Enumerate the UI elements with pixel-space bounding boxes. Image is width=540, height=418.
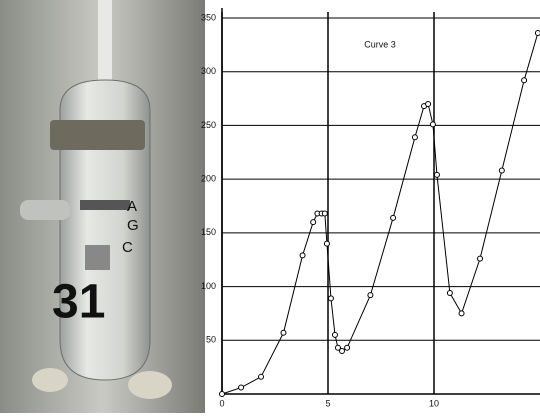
data-point xyxy=(498,167,505,174)
data-point xyxy=(534,30,540,37)
data-point xyxy=(280,329,287,336)
data-point xyxy=(367,292,374,299)
chart-title: Curve 3 xyxy=(364,39,396,49)
data-point xyxy=(344,344,351,351)
data-point xyxy=(331,331,338,338)
data-point xyxy=(338,348,345,355)
data-point xyxy=(321,210,328,217)
data-point xyxy=(521,77,528,84)
data-point xyxy=(219,391,225,397)
data-point xyxy=(446,290,453,297)
data-point xyxy=(258,373,265,380)
series-line xyxy=(221,32,539,395)
electrode-label: C xyxy=(122,239,133,256)
y-tick-label: 150 xyxy=(201,227,216,237)
y-tick-label: 200 xyxy=(201,174,216,184)
data-point xyxy=(327,295,334,302)
x-tick-label: 10 xyxy=(429,398,439,408)
data-point xyxy=(390,214,397,221)
photo: A G C 31 xyxy=(0,0,205,413)
x-tick-label: 5 xyxy=(325,398,330,408)
data-point xyxy=(458,310,465,317)
electrode-label: A xyxy=(127,198,137,215)
y-tick-label: 50 xyxy=(206,335,216,345)
data-point xyxy=(425,100,432,107)
electrode-label: G xyxy=(127,217,139,234)
data-point xyxy=(477,255,484,262)
data-point xyxy=(323,240,330,247)
data-point xyxy=(411,134,418,141)
data-point xyxy=(299,252,306,259)
y-tick-label: 350 xyxy=(201,12,216,22)
x-tick-label: 0 xyxy=(219,398,224,408)
y-tick-label: 300 xyxy=(201,66,216,76)
y-tick-label: 250 xyxy=(201,120,216,130)
handwriting: 31 xyxy=(52,276,105,329)
data-point xyxy=(433,171,440,178)
data-point xyxy=(238,384,245,391)
data-point xyxy=(429,121,436,128)
data-point xyxy=(310,219,317,226)
y-tick-label: 100 xyxy=(201,281,216,291)
data-point xyxy=(334,344,341,351)
